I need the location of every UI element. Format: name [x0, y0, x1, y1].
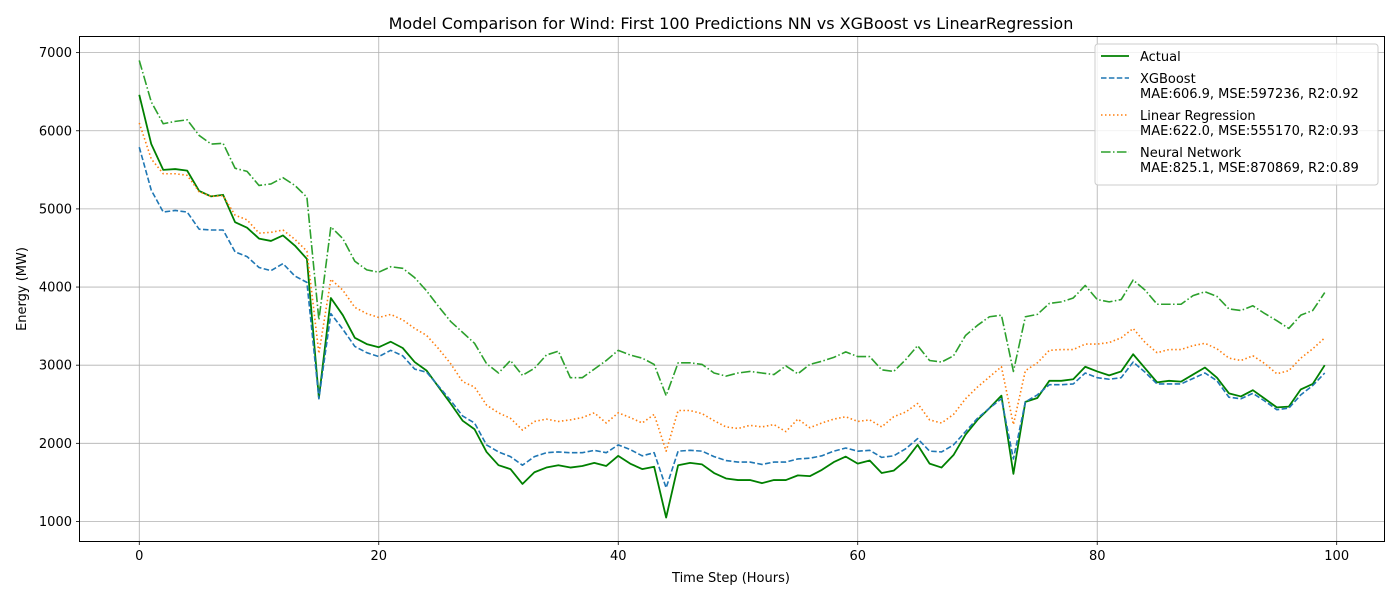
plot-frame [79, 36, 1385, 542]
x-tick-label: 100 [1324, 549, 1349, 564]
x-tick-label: 40 [610, 549, 627, 564]
y-tick-label: 5000 [39, 202, 72, 217]
y-tick-label: 6000 [39, 124, 72, 139]
y-tick-label: 3000 [39, 359, 72, 374]
x-tick-label: 20 [370, 549, 387, 564]
x-tick-label: 60 [849, 549, 866, 564]
legend-label: XGBoost [1140, 72, 1196, 87]
y-tick-label: 4000 [39, 281, 72, 296]
series-line-actual [138, 94, 1326, 519]
legend-label: MAE:622.0, MSE:555170, R2:0.93 [1140, 124, 1359, 139]
legend-box [1094, 43, 1379, 186]
x-tick-label: 0 [135, 549, 143, 564]
axis-ticks: 0 20 40 60 80 100 1000 2000 3000 4000 5000 6000 7000 [39, 46, 1349, 564]
x-axis-label: Time Step (Hours) [671, 571, 790, 586]
legend-label: Linear Regression [1140, 109, 1256, 124]
y-tick-label: 7000 [39, 46, 72, 61]
series-line-xgboost [138, 146, 1326, 489]
legend-label: Neural Network [1140, 146, 1242, 161]
chart-title: Model Comparison for Wind: First 100 Pre… [389, 14, 1074, 33]
legend-label: MAE:825.1, MSE:870869, R2:0.89 [1140, 161, 1359, 176]
y-tick-label: 2000 [39, 437, 72, 452]
series-line-neural-network [138, 60, 1326, 397]
series-lines [138, 60, 1326, 519]
legend-label: Actual [1140, 50, 1181, 65]
x-tick-label: 80 [1089, 549, 1106, 564]
series-line-linear-regression [138, 122, 1326, 452]
legend-entry-actual: Actual [1101, 50, 1181, 65]
y-tick-label: 1000 [39, 515, 72, 530]
y-axis-label: Energy (MW) [15, 247, 30, 331]
legend-label: MAE:606.9, MSE:597236, R2:0.92 [1140, 87, 1359, 102]
